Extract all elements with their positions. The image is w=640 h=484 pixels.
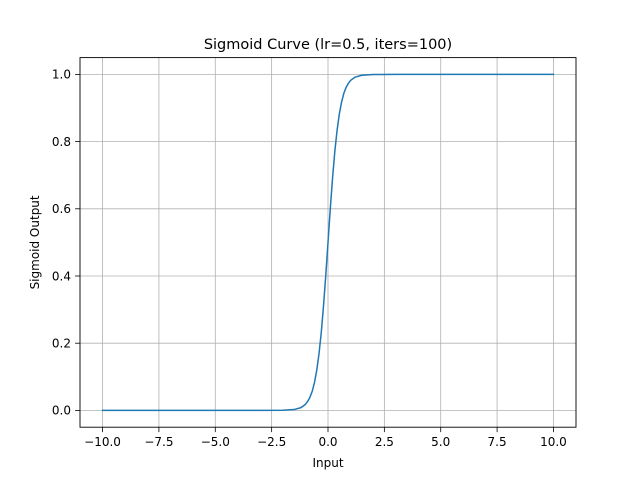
x-tick-label: −10.0	[84, 435, 121, 449]
x-tick-label: −2.5	[257, 435, 286, 449]
x-tick-label: 2.5	[375, 435, 394, 449]
sigmoid-series-line	[101, 73, 555, 412]
x-tick-label: −5.0	[201, 435, 230, 449]
x-tick-label: 5.0	[431, 435, 450, 449]
x-tick-label: −7.5	[144, 435, 173, 449]
y-tick-label: 1.0	[52, 68, 71, 82]
y-tick-label: 0.6	[52, 202, 71, 216]
chart-title: Sigmoid Curve (lr=0.5, iters=100)	[204, 37, 452, 53]
plot-frame	[79, 57, 577, 428]
x-tick-label: 7.5	[488, 435, 507, 449]
y-tick-label: 0.8	[52, 135, 71, 149]
series-layer	[101, 73, 555, 412]
y-tick-label: 0.0	[52, 404, 71, 418]
y-tick-label: 0.2	[52, 337, 71, 351]
axis-ticks: −10.0 −7.5 −5.0 −2.5 0.0 2.5 5.0 7.5 10.0 0.0 0.2 0…	[52, 68, 567, 450]
x-tick-label: 10.0	[540, 435, 567, 449]
y-tick-label: 0.4	[52, 269, 71, 283]
y-axis-label: Sigmoid Output	[28, 195, 42, 289]
x-axis-label: Input	[312, 456, 343, 470]
x-tick-label: 0.0	[318, 435, 337, 449]
